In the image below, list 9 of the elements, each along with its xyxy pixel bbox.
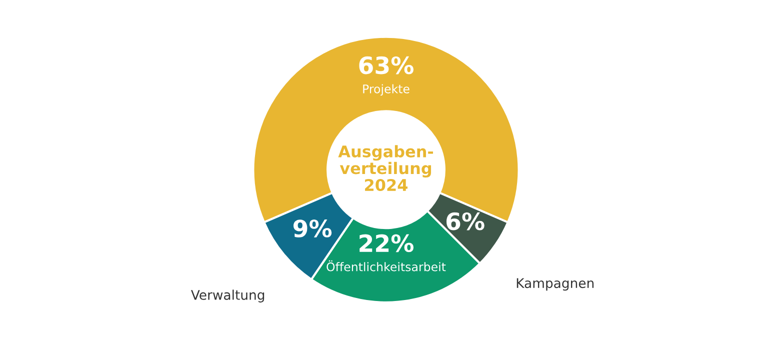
slice-label: Verwaltung <box>191 290 264 302</box>
data-label: 63% <box>359 56 414 74</box>
slice-label: Kampagnen <box>516 278 594 291</box>
slice-label: Öffentlichkeitsarbeit <box>326 260 446 272</box>
data-label: 22% <box>360 234 414 252</box>
data-label: 9% <box>294 220 332 238</box>
text: Ausgaben- verteilung 2024 <box>338 145 433 192</box>
data-label: 6% <box>446 212 484 230</box>
slice-label: Projekte <box>363 84 410 96</box>
